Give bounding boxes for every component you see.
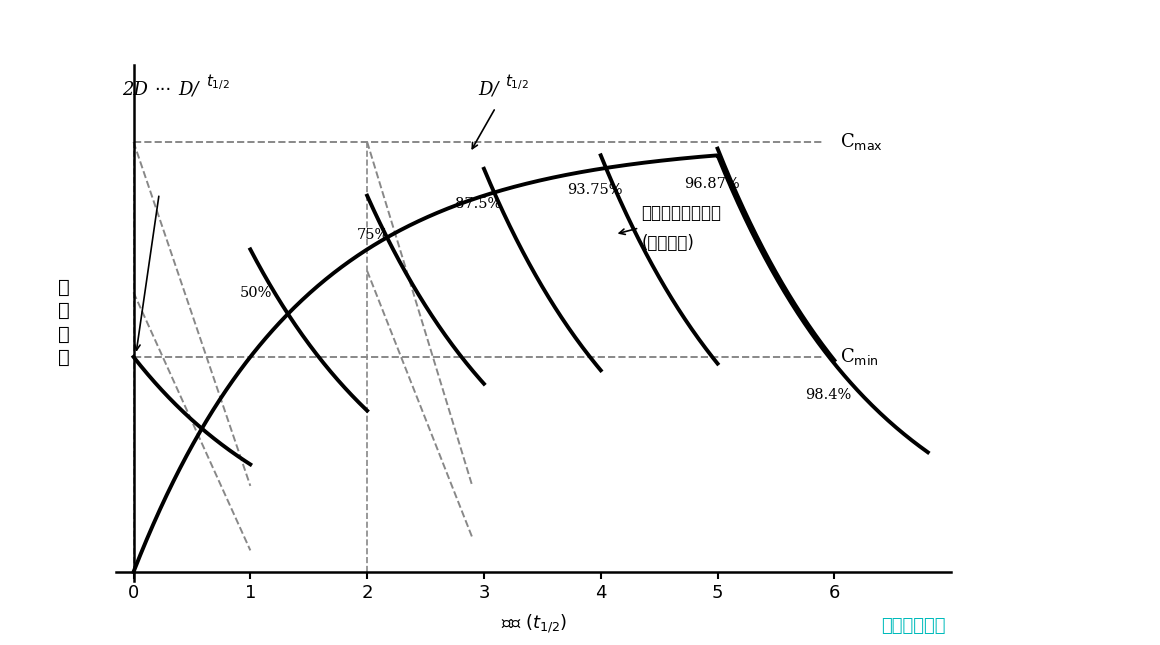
Text: $t_{1/2}$: $t_{1/2}$: [206, 72, 230, 92]
Text: 2D: 2D: [122, 81, 147, 99]
Text: 87.5%: 87.5%: [455, 197, 501, 211]
Text: 98.4%: 98.4%: [805, 388, 851, 402]
Text: (静脉滴注): (静脉滴注): [641, 234, 695, 252]
Text: D/: D/: [177, 81, 198, 99]
Text: ···: ···: [154, 81, 172, 99]
Text: 93.75%: 93.75%: [567, 183, 623, 197]
Text: 时间 ($t_{1/2}$): 时间 ($t_{1/2}$): [501, 613, 566, 635]
Text: C$_{\rm min}$: C$_{\rm min}$: [840, 346, 879, 368]
Text: 热爱收录库。: 热爱收录库。: [882, 617, 947, 635]
Text: D/: D/: [478, 81, 499, 99]
Text: 50%: 50%: [240, 286, 273, 300]
Text: 血
药
浓
度: 血 药 浓 度: [58, 278, 70, 367]
Text: C$_{\rm max}$: C$_{\rm max}$: [840, 132, 883, 152]
Text: 96.87%: 96.87%: [684, 177, 740, 190]
Text: $t_{1/2}$: $t_{1/2}$: [505, 72, 529, 92]
Text: 75%: 75%: [357, 228, 389, 242]
Text: 稳态平均血药浓度: 稳态平均血药浓度: [641, 204, 722, 222]
